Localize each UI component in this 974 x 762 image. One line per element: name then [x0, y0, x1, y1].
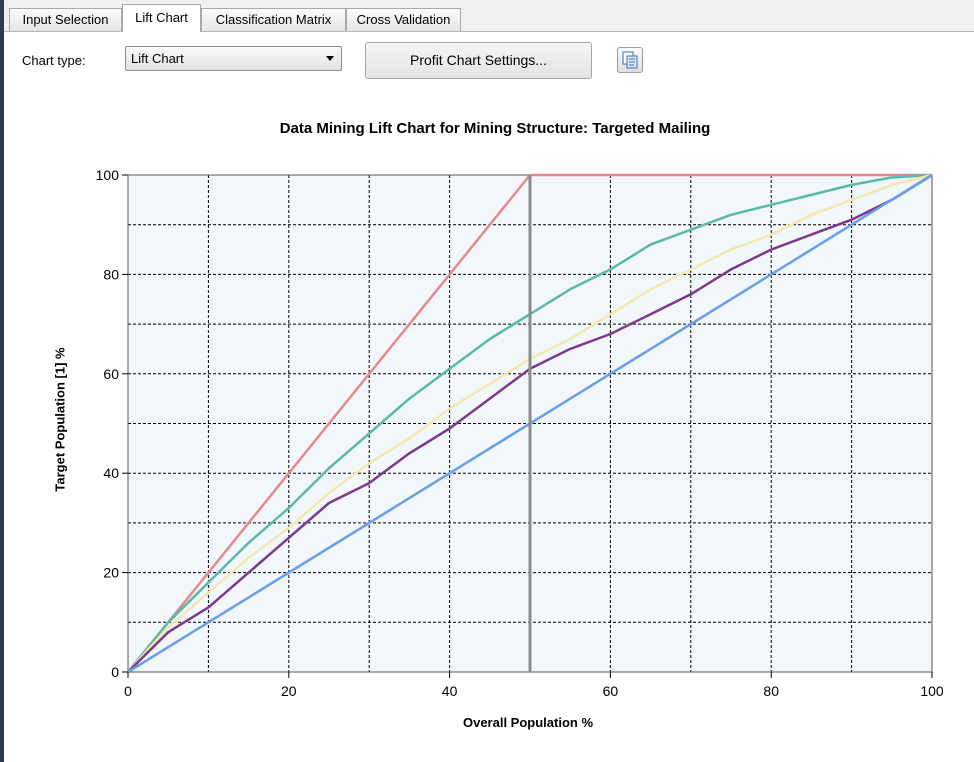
- chart-type-select[interactable]: Lift Chart: [125, 46, 342, 71]
- y-tick-label: 60: [103, 366, 119, 382]
- y-tick-label: 40: [103, 465, 119, 481]
- y-tick-label: 20: [103, 565, 119, 581]
- y-tick-label: 80: [103, 266, 119, 282]
- x-axis-label: Overall Population %: [462, 715, 594, 730]
- tab-input-selection[interactable]: Input Selection: [9, 8, 122, 31]
- dropdown-arrow-icon: [326, 56, 334, 61]
- chart-type-value: Lift Chart: [131, 51, 184, 66]
- window-left-edge: [0, 0, 4, 762]
- x-tick-label: 80: [763, 683, 779, 699]
- chart-title: Data Mining Lift Chart for Mining Struct…: [279, 120, 711, 137]
- y-tick-label: 100: [96, 167, 120, 183]
- tab-classification-matrix[interactable]: Classification Matrix: [201, 8, 346, 31]
- tab-lift-chart[interactable]: Lift Chart: [122, 4, 201, 32]
- copy-to-clipboard-icon: [622, 51, 638, 69]
- y-tick-label: 0: [111, 664, 119, 680]
- x-tick-label: 20: [281, 683, 297, 699]
- chart-type-label: Chart type:: [22, 53, 86, 68]
- x-tick-label: 0: [124, 683, 132, 699]
- x-tick-label: 100: [920, 683, 944, 699]
- x-tick-label: 40: [442, 683, 458, 699]
- copy-button[interactable]: [617, 47, 643, 73]
- y-axis-label: Target Population [1] %: [52, 347, 68, 492]
- x-tick-label: 60: [603, 683, 619, 699]
- tab-cross-validation[interactable]: Cross Validation: [346, 8, 461, 31]
- profit-chart-settings-button[interactable]: Profit Chart Settings...: [365, 42, 592, 79]
- tab-strip: Input Selection Lift Chart Classificatio…: [4, 0, 974, 32]
